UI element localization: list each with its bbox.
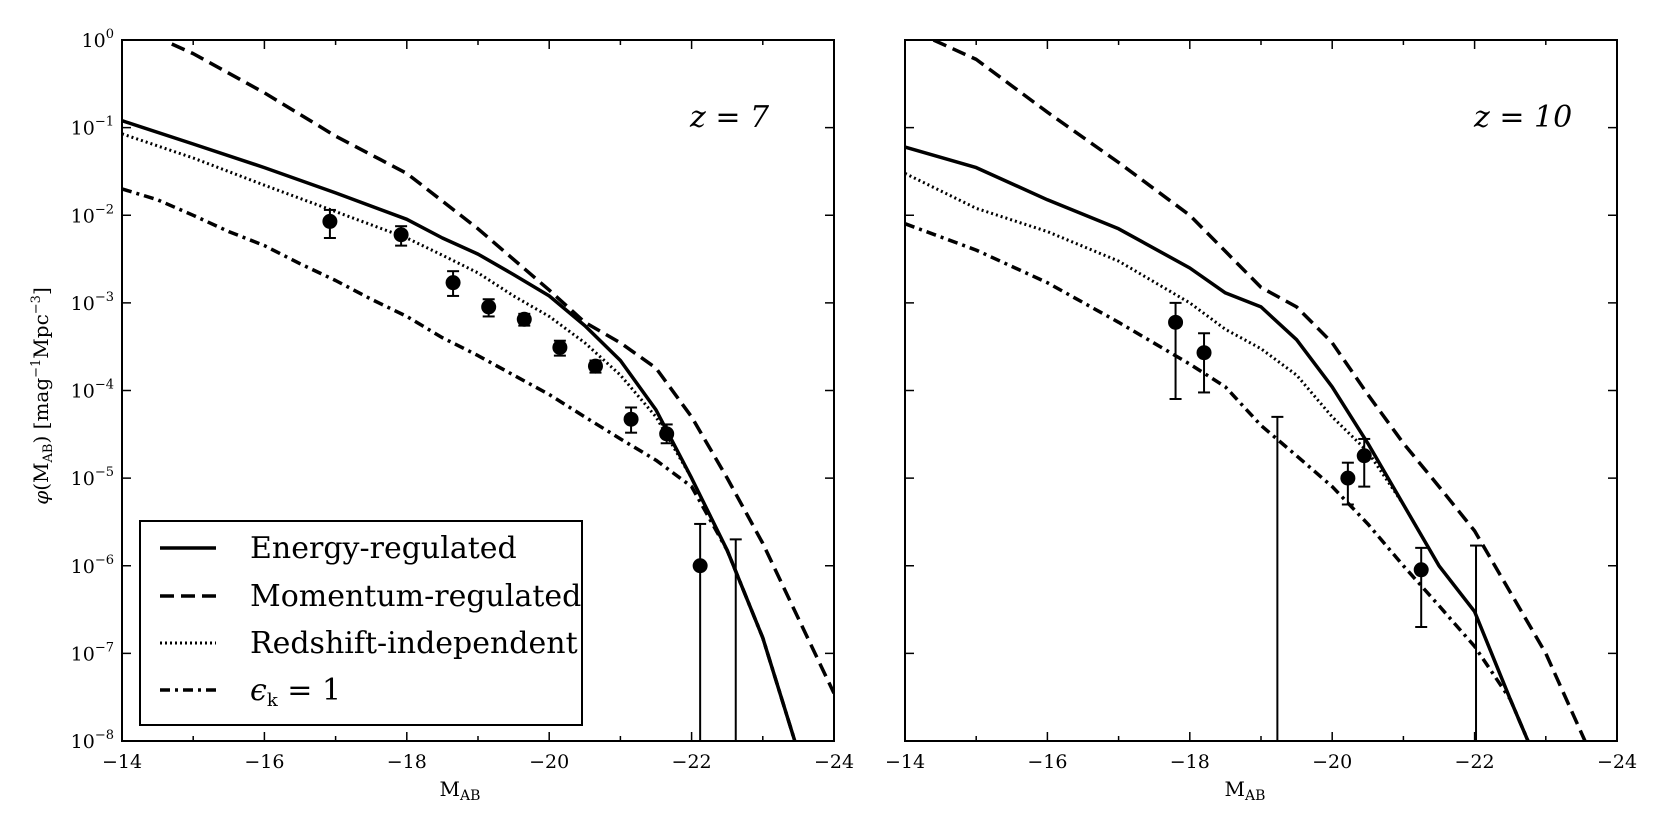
data-point: [692, 522, 708, 741]
data-marker: [516, 311, 532, 327]
panel-z7-data-points: [322, 208, 742, 741]
panel-z7-series: [122, 42, 834, 741]
legend-label-momentum: Momentum-regulated: [250, 579, 581, 614]
x-tick-label: −20: [529, 751, 569, 773]
data-marker: [1196, 345, 1212, 361]
data-point: [587, 358, 603, 374]
data-marker: [1340, 470, 1356, 486]
series-solid: [905, 145, 1530, 741]
data-point: [1356, 437, 1372, 488]
panel-z10-frame: [904, 39, 1618, 742]
data-marker: [1413, 562, 1429, 578]
series-dotted: [122, 132, 797, 741]
x-tick-label: −14: [885, 751, 925, 773]
series-dotted: [905, 172, 1530, 741]
series-dashed: [171, 42, 834, 695]
panel-z7-ylabel: φ(MAB) [mag−1Mpc−3]: [29, 287, 56, 505]
series-dashdot: [122, 187, 797, 741]
legend-label-redshift: Redshift-independent: [250, 626, 578, 661]
panel-z10-label: z = 10: [1473, 100, 1572, 135]
data-point: [1413, 546, 1429, 628]
series-dashed: [932, 40, 1587, 741]
data-point: [393, 225, 409, 247]
y-tick-label: 10−4: [71, 378, 114, 403]
data-marker: [587, 358, 603, 374]
data-point: [659, 423, 675, 445]
x-tick-label: −14: [102, 751, 142, 773]
data-point: [623, 406, 639, 434]
y-tick-label: 10−3: [71, 290, 114, 315]
y-tick-label: 10−1: [71, 115, 114, 140]
x-tick-label: −24: [814, 751, 854, 773]
x-tick-label: −22: [672, 751, 712, 773]
x-tick-label: −24: [1597, 751, 1637, 773]
data-point: [1340, 461, 1356, 506]
y-tick-label: 10−6: [71, 553, 114, 578]
panel-z10-data-points: [1168, 301, 1483, 741]
panel-z7: −14 −16 −18 −20 −22 −24 100 10−1 10−2 10−3 10−4 10−…: [29, 27, 854, 804]
panel-z7-xlabel: MAB: [440, 777, 481, 804]
x-tick-label: −22: [1455, 751, 1495, 773]
y-tick-label: 10−5: [71, 465, 114, 490]
data-point: [445, 270, 461, 297]
data-point: [322, 208, 338, 240]
panel-z10: −14 −16 −18 −20 −22 −24 z = 10 MAB: [885, 39, 1637, 804]
y-tick-label: 10−7: [71, 640, 114, 665]
data-marker: [692, 558, 708, 574]
data-point: [1271, 415, 1284, 741]
data-point: [1168, 301, 1184, 400]
panel-z7-frame: [121, 39, 835, 742]
x-tick-label: −18: [387, 751, 427, 773]
data-marker: [659, 426, 675, 442]
data-point: [552, 339, 568, 357]
data-marker: [445, 275, 461, 291]
x-tick-label: −18: [1170, 751, 1210, 773]
panel-z10-series: [905, 40, 1587, 741]
y-tick-label: 10−2: [71, 202, 114, 227]
x-tick-label: −20: [1312, 751, 1352, 773]
panel-z10-ticks: −14 −16 −18 −20 −22 −24: [885, 39, 1637, 773]
panel-z10-xlabel: MAB: [1225, 777, 1266, 804]
data-point: [1470, 544, 1483, 741]
data-marker: [1356, 448, 1372, 464]
data-point: [516, 311, 532, 327]
legend-label-epsilon: ϵk = 1: [250, 673, 341, 711]
x-tick-label: −16: [1027, 751, 1067, 773]
legend: Energy-regulated Momentum-regulated Reds…: [139, 520, 583, 726]
data-point: [481, 298, 497, 318]
data-marker: [1168, 314, 1184, 330]
legend-label-energy: Energy-regulated: [250, 531, 517, 566]
y-tick-label: 100: [82, 27, 114, 52]
data-marker: [481, 299, 497, 315]
data-marker: [623, 411, 639, 427]
panel-z7-label: z = 7: [689, 100, 770, 135]
data-point: [1196, 332, 1212, 394]
data-point: [729, 538, 742, 741]
series-solid: [122, 119, 797, 741]
data-marker: [552, 339, 568, 355]
y-tick-label: 10−8: [71, 728, 114, 753]
data-marker: [393, 227, 409, 243]
x-tick-label: −16: [244, 751, 284, 773]
data-marker: [322, 213, 338, 229]
